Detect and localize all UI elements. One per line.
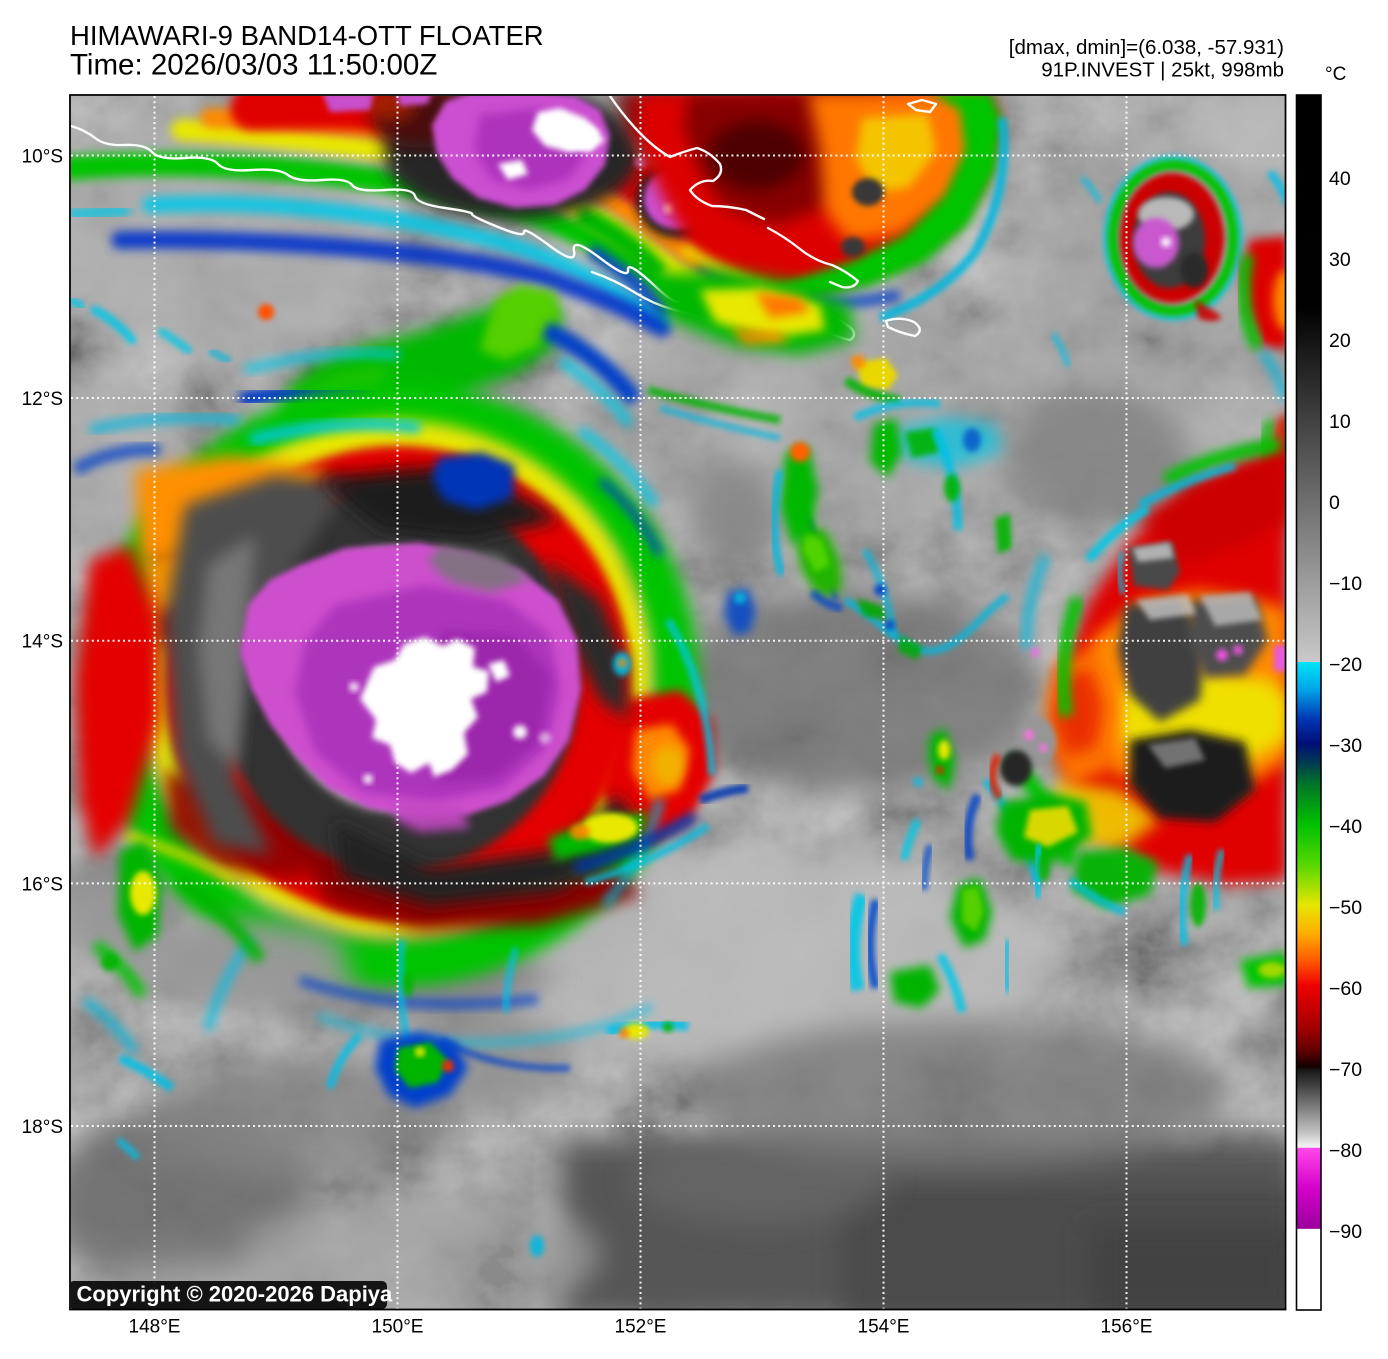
svg-text:14°S: 14°S [22, 632, 63, 653]
svg-text:−40: −40 [1329, 816, 1362, 838]
svg-text:Copyright © 2020-2026 Dapiya: Copyright © 2020-2026 Dapiya [77, 1282, 394, 1307]
svg-text:91P.INVEST | 25kt, 998mb: 91P.INVEST | 25kt, 998mb [1041, 59, 1284, 82]
svg-text:−60: −60 [1329, 978, 1362, 1000]
svg-text:30: 30 [1329, 249, 1351, 271]
svg-text:40: 40 [1329, 168, 1351, 190]
svg-text:10: 10 [1329, 411, 1351, 433]
svg-text:154°E: 154°E [858, 1317, 910, 1338]
svg-text:156°E: 156°E [1101, 1317, 1153, 1338]
svg-text:152°E: 152°E [615, 1317, 667, 1338]
svg-text:0: 0 [1329, 492, 1340, 514]
svg-text:−50: −50 [1329, 897, 1362, 919]
svg-text:−90: −90 [1329, 1221, 1362, 1243]
svg-text:148°E: 148°E [129, 1317, 181, 1338]
svg-text:−30: −30 [1329, 735, 1362, 757]
svg-text:10°S: 10°S [22, 147, 63, 168]
svg-text:−10: −10 [1329, 573, 1362, 595]
svg-text:°C: °C [1325, 64, 1346, 85]
svg-text:18°S: 18°S [22, 1117, 63, 1138]
svg-text:Time: 2026/03/03 11:50:00Z: Time: 2026/03/03 11:50:00Z [70, 49, 437, 82]
svg-text:150°E: 150°E [372, 1317, 424, 1338]
svg-text:−80: −80 [1329, 1140, 1362, 1162]
svg-text:HIMAWARI-9 BAND14-OTT FLOATER: HIMAWARI-9 BAND14-OTT FLOATER [70, 20, 544, 51]
svg-text:[dmax, dmin]=(6.038, -57.931): [dmax, dmin]=(6.038, -57.931) [1009, 36, 1284, 59]
svg-text:16°S: 16°S [22, 874, 63, 895]
svg-text:20: 20 [1329, 330, 1351, 352]
svg-text:−70: −70 [1329, 1059, 1362, 1081]
svg-text:−20: −20 [1329, 654, 1362, 676]
svg-text:12°S: 12°S [22, 389, 63, 410]
